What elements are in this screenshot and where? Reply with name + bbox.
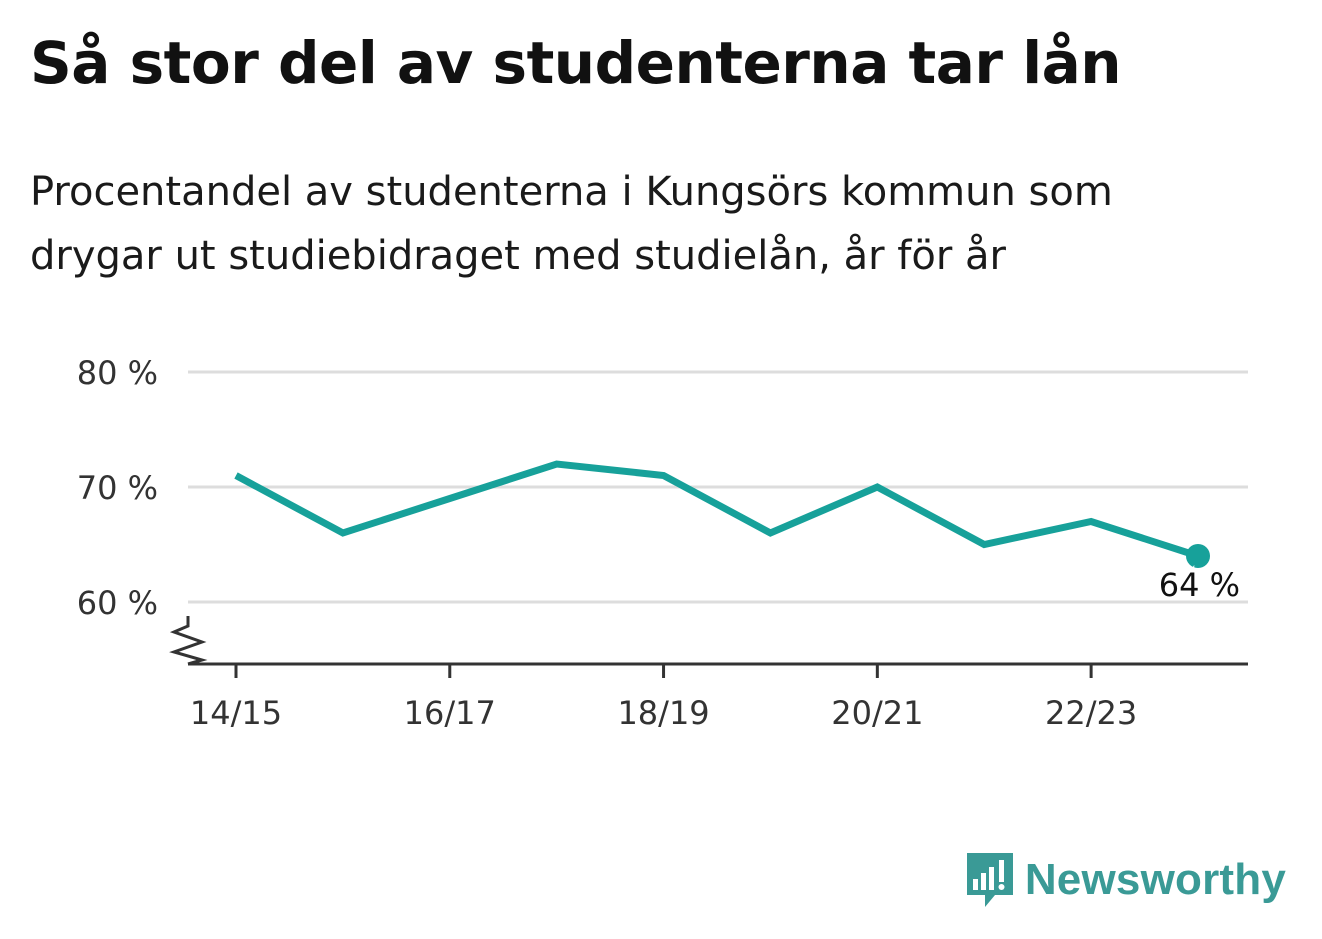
x-tick-label: 14/15 <box>190 694 282 732</box>
series-line <box>234 460 1200 560</box>
y-tick-label: 60 % <box>77 584 158 622</box>
data-point <box>1186 544 1210 568</box>
y-tick-label: 70 % <box>77 469 158 507</box>
chart-subtitle: Procentandel av studenterna i Kungsörs k… <box>30 169 1113 279</box>
data-label: 64 % <box>1159 566 1240 604</box>
x-tick-label: 18/19 <box>617 694 709 732</box>
brand-name: Newsworthy <box>1024 855 1286 904</box>
axis-break-icon <box>169 616 208 666</box>
chart-title: Så stor del av studenterna tar lån <box>30 29 1122 97</box>
x-tick-label: 16/17 <box>404 694 496 732</box>
y-tick-label: 80 % <box>77 354 158 392</box>
newsworthy-logo-icon <box>966 853 1013 907</box>
x-tick-label: 20/21 <box>831 694 923 732</box>
brand-logo: Newsworthy <box>965 851 1286 909</box>
x-tick-label: 22/23 <box>1045 694 1137 732</box>
